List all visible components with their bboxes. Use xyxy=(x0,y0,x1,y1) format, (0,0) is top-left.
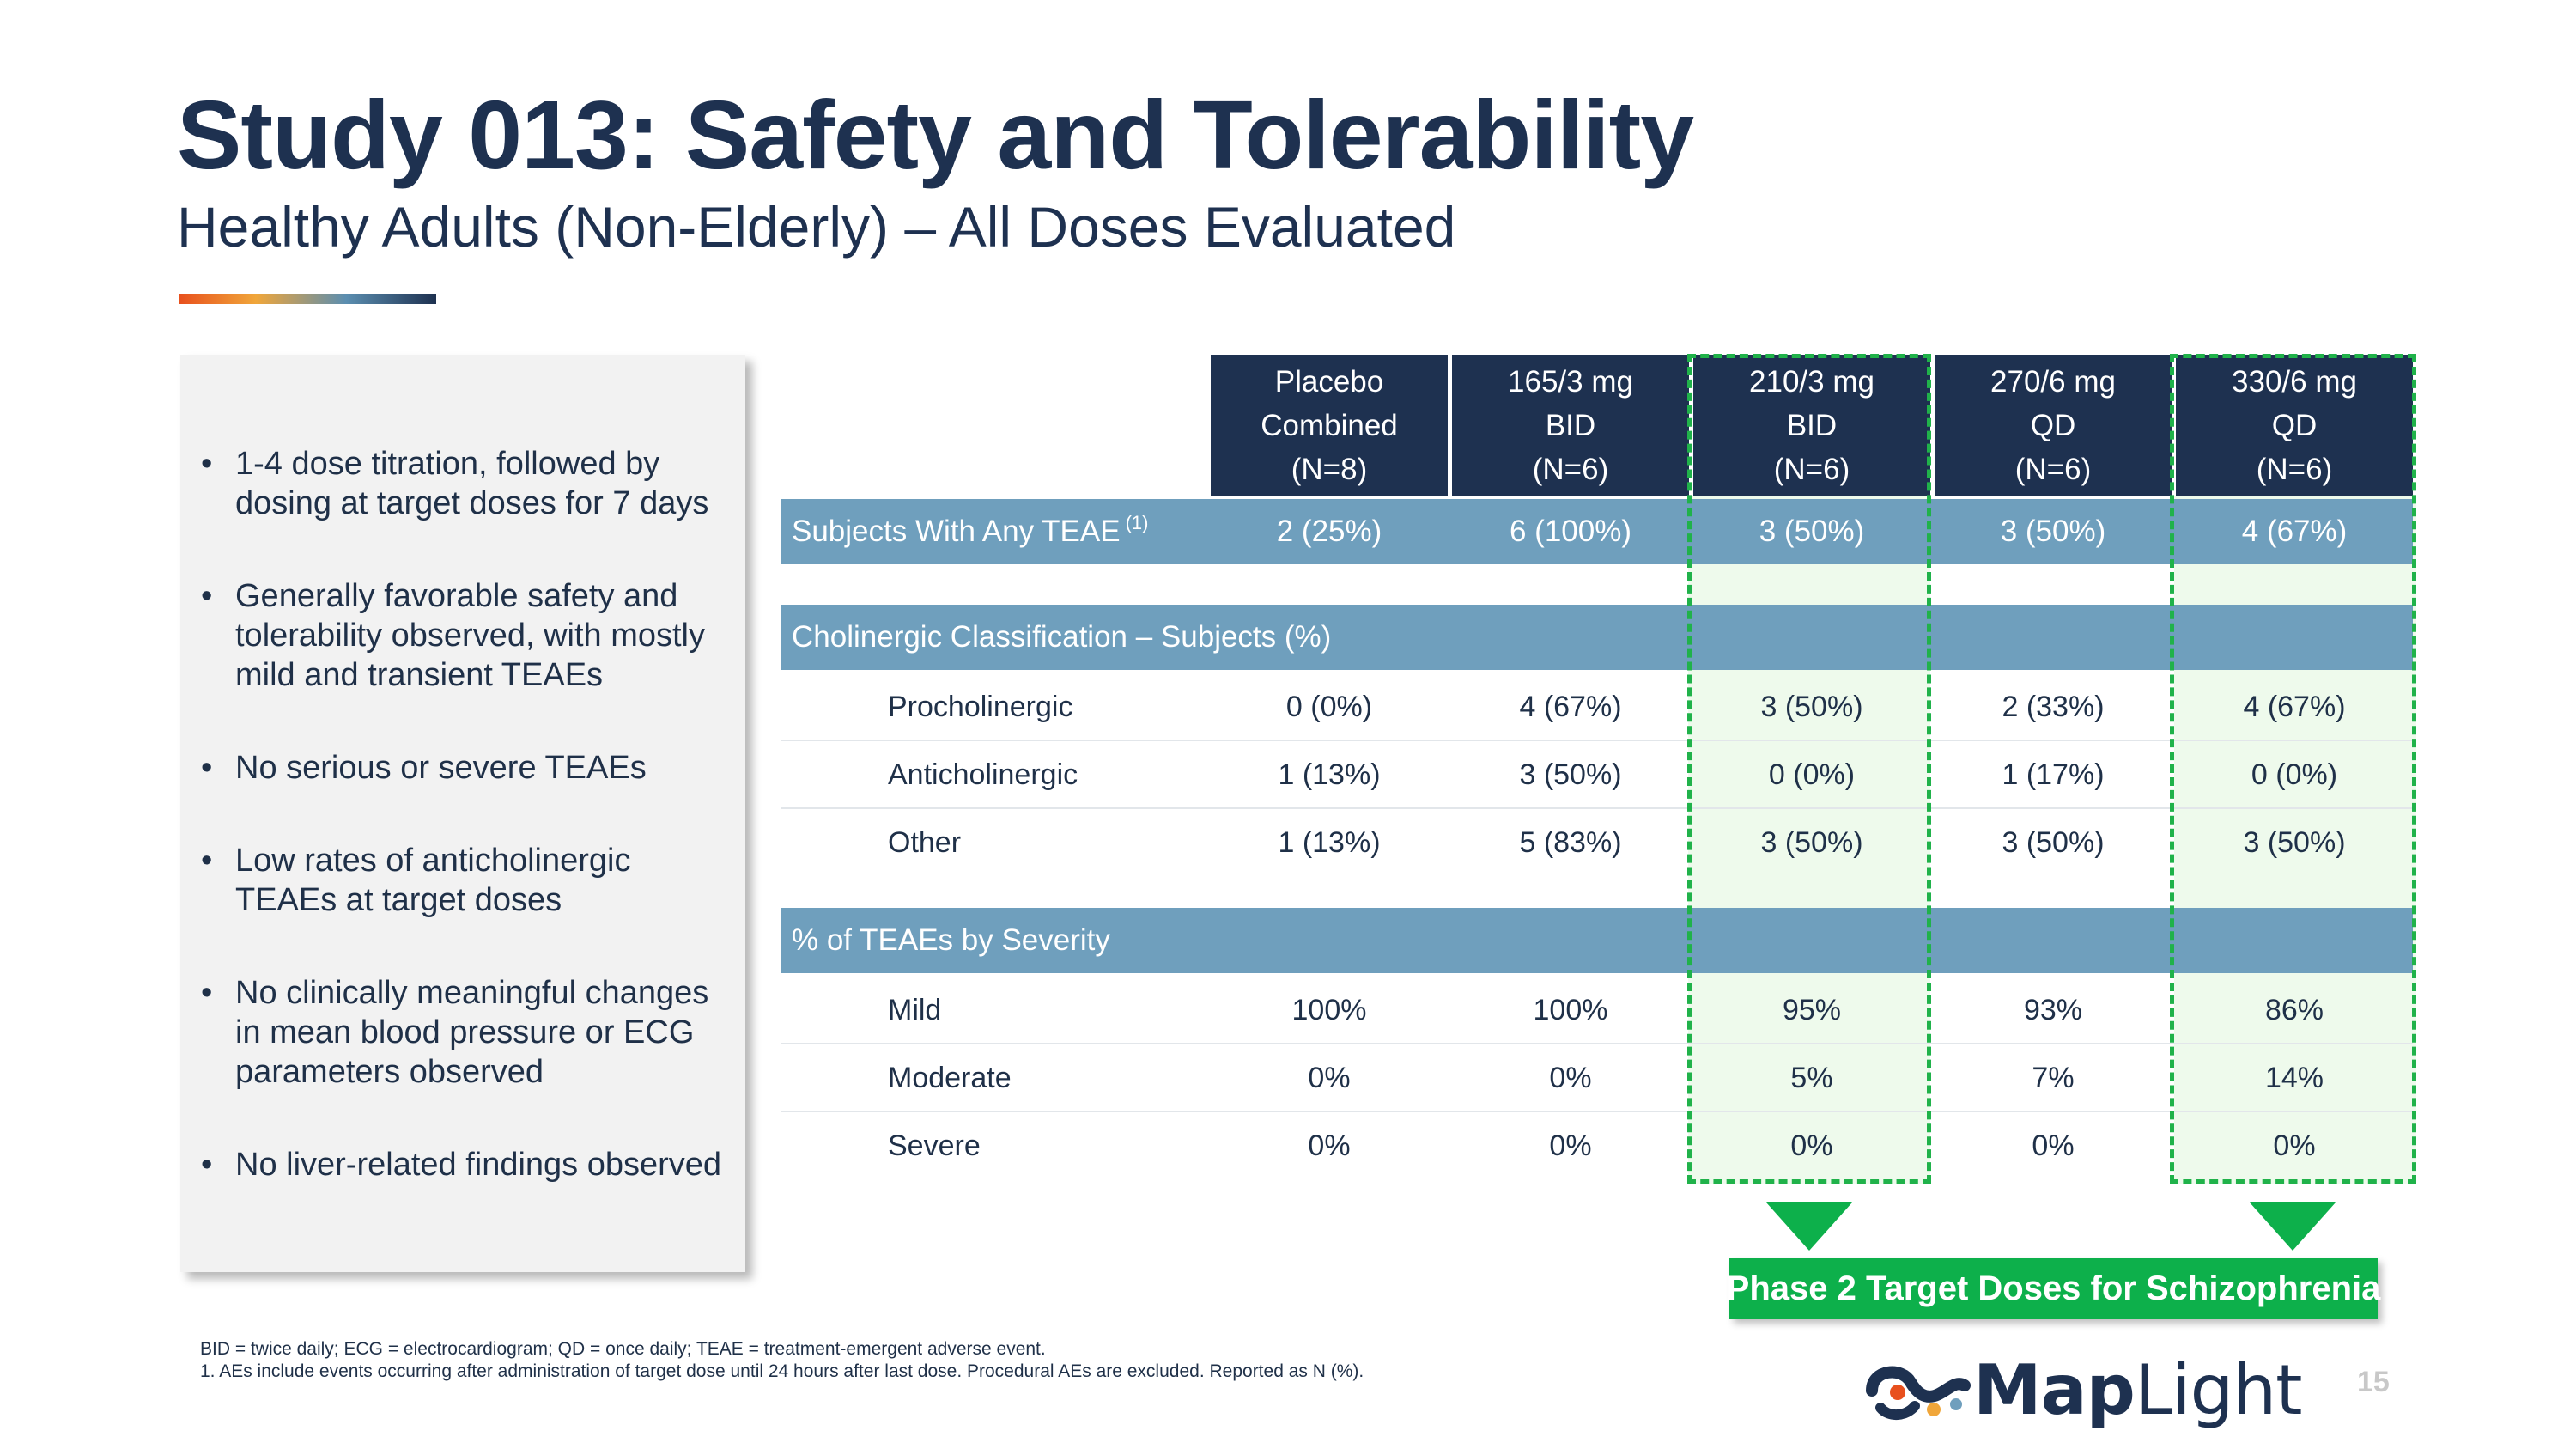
table-cell: 86% xyxy=(2264,994,2324,1026)
table-cell: 3 (50%) xyxy=(1759,514,1865,548)
down-arrow-icon xyxy=(1766,1202,1852,1251)
table-cell: 4 (67%) xyxy=(2243,691,2346,723)
table-cell: 93% xyxy=(2023,994,2083,1026)
table-row: Moderate 0% 0% 5% 7% 14% xyxy=(781,1044,2413,1112)
section-label: Cholinergic Classification – Subjects (%… xyxy=(792,620,1332,654)
table-row: Severe 0% 0% 0% 0% 0% xyxy=(781,1112,2413,1180)
table-cell: 6 (100%) xyxy=(1509,514,1632,548)
row-label: Mild xyxy=(888,994,942,1026)
table-cell: 7% xyxy=(2032,1062,2075,1094)
bullet-item: • Generally favorable safety and tolerabi… xyxy=(201,578,705,693)
table-cell: 14% xyxy=(2264,1062,2324,1094)
table-cell: 3 (50%) xyxy=(2002,826,2105,859)
table-cell: 5% xyxy=(1790,1062,1833,1094)
footnote-abbreviations: BID = twice daily; ECG = electrocardiogr… xyxy=(200,1339,1046,1359)
table-cell: 5 (83%) xyxy=(1519,826,1622,859)
table-cell: 3 (50%) xyxy=(2243,826,2346,859)
row-divider xyxy=(781,1111,2413,1112)
table-cell: 0% xyxy=(1308,1062,1351,1094)
row-label: Anticholinergic xyxy=(888,758,1078,791)
bullet-item: • No liver-related findings observed xyxy=(201,1147,722,1183)
table-cell: 0% xyxy=(2273,1129,2316,1162)
column-header: 330/6 mg QD (N=6) xyxy=(2176,355,2413,496)
table-row: Procholinergic 0 (0%) 4 (67%) 3 (50%) 2 … xyxy=(781,673,2413,741)
column-header: 270/6 mg QD (N=6) xyxy=(1935,355,2172,496)
table-cell: 2 (33%) xyxy=(2002,691,2105,723)
any-teae-row: Subjects With Any TEAE (1) 2 (25%) 6 (100… xyxy=(781,499,2413,564)
cholinergic-header: Cholinergic Classification – Subjects (%… xyxy=(781,605,2413,670)
table-cell: 0% xyxy=(1549,1129,1592,1162)
bullet-item: • 1-4 dose titration, followed by dosing … xyxy=(201,446,709,521)
target-dose-outline xyxy=(2170,354,2416,1184)
row-divider xyxy=(781,740,2413,741)
table-cell: 1 (17%) xyxy=(2002,758,2105,791)
table-cell: 3 (50%) xyxy=(1760,691,1863,723)
summary-panel: • 1-4 dose titration, followed by dosing … xyxy=(180,355,745,1272)
table-cell: 1 (13%) xyxy=(1278,826,1381,859)
maplight-logo: MapLight xyxy=(1863,1350,2303,1430)
bullet-item: • Low rates of anticholinergic TEAEs at t… xyxy=(201,843,631,918)
table-cell: 0 (0%) xyxy=(2251,758,2338,791)
page-title: Study 013: Safety and Tolerability xyxy=(177,81,1694,189)
table-row: Mild 100% 100% 95% 93% 86% xyxy=(781,977,2413,1044)
maplight-logo-icon xyxy=(1866,1366,1971,1420)
table-cell: 100% xyxy=(1533,994,1608,1026)
table-cell: 3 (50%) xyxy=(2000,514,2106,548)
severity-header: % of TEAEs by Severity xyxy=(781,908,2413,973)
down-arrow-icon xyxy=(2250,1202,2336,1251)
table-cell: 3 (50%) xyxy=(1760,826,1863,859)
table-cell: 2 (25%) xyxy=(1276,514,1382,548)
table-cell: 95% xyxy=(1782,994,1842,1026)
table-cell: 3 (50%) xyxy=(1519,758,1622,791)
table-cell: 0% xyxy=(1790,1129,1833,1162)
table-cell: 0 (0%) xyxy=(1285,691,1373,723)
section-label: % of TEAEs by Severity xyxy=(792,923,1110,957)
footnote-ref: (1) xyxy=(1125,512,1149,533)
column-header: Placebo Combined (N=8) xyxy=(1211,355,1448,496)
title-underline xyxy=(179,294,436,304)
target-dose-outline xyxy=(1687,354,1931,1184)
target-doses-callout: Phase 2 Target Doses for Schizophrenia xyxy=(1727,1258,2380,1319)
page-number: 15 xyxy=(2357,1366,2390,1398)
row-label: Subjects With Any TEAE (1) xyxy=(792,512,1149,548)
row-label: Severe xyxy=(888,1129,981,1162)
row-divider xyxy=(781,807,2413,809)
logo-wordmark: MapLight xyxy=(1973,1350,2303,1430)
bullet-item: • No clinically meaningful changes in mea… xyxy=(201,975,709,1090)
table-row: Other 1 (13%) 5 (83%) 3 (50%) 3 (50%) 3 … xyxy=(781,809,2413,877)
bullet-item: • No serious or severe TEAEs xyxy=(201,750,647,786)
row-label: Other xyxy=(888,826,962,859)
table-cell: 0% xyxy=(2032,1129,2075,1162)
page-subtitle: Healthy Adults (Non-Elderly) – All Doses… xyxy=(177,195,1456,259)
table-row: Anticholinergic 1 (13%) 3 (50%) 0 (0%) 1… xyxy=(781,741,2413,809)
row-divider xyxy=(781,1043,2413,1044)
row-label: Moderate xyxy=(888,1062,1012,1094)
column-header: 210/3 mg BID (N=6) xyxy=(1693,355,1930,496)
table-cell: 0 (0%) xyxy=(1768,758,1856,791)
table-cell: 100% xyxy=(1291,994,1367,1026)
table-cell: 4 (67%) xyxy=(1519,691,1622,723)
table-cell: 1 (13%) xyxy=(1278,758,1381,791)
column-header: 165/3 mg BID (N=6) xyxy=(1452,355,1689,496)
table-cell: 4 (67%) xyxy=(2241,514,2348,548)
row-label: Procholinergic xyxy=(888,691,1073,723)
footnote-1: 1. AEs include events occurring after ad… xyxy=(200,1361,1364,1381)
table-cell: 0% xyxy=(1308,1129,1351,1162)
table-cell: 0% xyxy=(1549,1062,1592,1094)
